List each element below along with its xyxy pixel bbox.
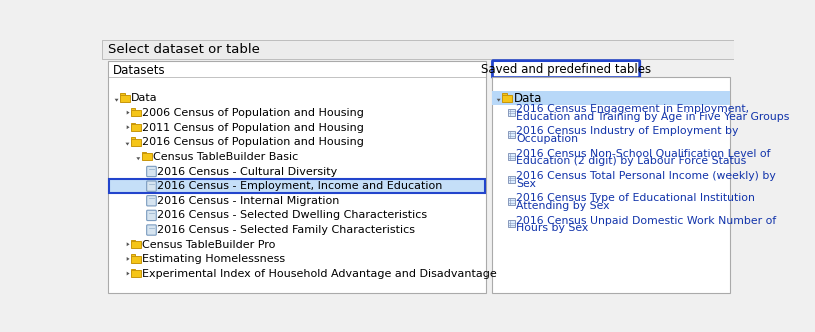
Bar bbox=[142, 153, 152, 160]
Bar bbox=[142, 152, 147, 154]
Text: 2016 Census - Employment, Income and Education: 2016 Census - Employment, Income and Edu… bbox=[157, 181, 443, 191]
Text: 2016 Census Non-School Qualification Level of: 2016 Census Non-School Qualification Lev… bbox=[517, 149, 771, 159]
Polygon shape bbox=[126, 143, 130, 145]
Bar bbox=[131, 271, 141, 277]
Bar bbox=[508, 153, 514, 160]
Bar bbox=[131, 137, 135, 139]
Text: 2011 Census of Population and Housing: 2011 Census of Population and Housing bbox=[142, 123, 364, 132]
Bar bbox=[131, 240, 135, 242]
Polygon shape bbox=[126, 242, 130, 246]
Bar bbox=[120, 93, 125, 96]
Text: Education and Training by Age in Five Year Groups: Education and Training by Age in Five Ye… bbox=[517, 112, 790, 122]
Polygon shape bbox=[126, 257, 130, 261]
Bar bbox=[109, 179, 485, 193]
Text: 2016 Census of Population and Housing: 2016 Census of Population and Housing bbox=[142, 137, 364, 147]
Bar bbox=[120, 95, 130, 102]
Bar bbox=[131, 123, 135, 125]
Bar bbox=[131, 110, 141, 117]
Text: 2016 Census Engagement in Employment,: 2016 Census Engagement in Employment, bbox=[517, 104, 750, 114]
Text: Attending by Sex: Attending by Sex bbox=[517, 201, 610, 211]
Bar bbox=[502, 93, 507, 96]
FancyBboxPatch shape bbox=[147, 210, 156, 220]
Bar bbox=[131, 139, 141, 146]
Text: Datasets: Datasets bbox=[112, 64, 165, 77]
Text: Data: Data bbox=[513, 92, 542, 105]
Bar bbox=[502, 95, 513, 102]
Bar bbox=[131, 254, 135, 257]
Text: 2016 Census - Selected Family Characteristics: 2016 Census - Selected Family Characteri… bbox=[157, 225, 415, 235]
FancyBboxPatch shape bbox=[147, 196, 156, 206]
Bar bbox=[508, 198, 514, 205]
FancyBboxPatch shape bbox=[147, 181, 156, 191]
Text: Data: Data bbox=[131, 93, 158, 103]
Text: Census TableBuilder Pro: Census TableBuilder Pro bbox=[142, 240, 275, 250]
Polygon shape bbox=[115, 99, 118, 102]
Text: 2016 Census Total Personal Income (weekly) by: 2016 Census Total Personal Income (weekl… bbox=[517, 171, 776, 181]
Text: Census TableBuilder Basic: Census TableBuilder Basic bbox=[153, 152, 298, 162]
Polygon shape bbox=[126, 111, 130, 115]
Polygon shape bbox=[126, 272, 130, 276]
Text: 2016 Census Unpaid Domestic Work Number of: 2016 Census Unpaid Domestic Work Number … bbox=[517, 216, 777, 226]
Text: 2016 Census Type of Educational Institution: 2016 Census Type of Educational Institut… bbox=[517, 194, 756, 204]
Text: Saved and predefined tables: Saved and predefined tables bbox=[481, 63, 651, 76]
Bar bbox=[492, 91, 729, 105]
Bar bbox=[508, 176, 514, 183]
Bar bbox=[131, 241, 141, 248]
Bar bbox=[131, 256, 141, 263]
Text: 2016 Census - Selected Dwelling Characteristics: 2016 Census - Selected Dwelling Characte… bbox=[157, 210, 427, 220]
Text: Select dataset or table: Select dataset or table bbox=[108, 43, 260, 56]
FancyBboxPatch shape bbox=[492, 61, 640, 78]
Bar bbox=[108, 61, 486, 293]
Bar bbox=[102, 40, 734, 59]
Bar bbox=[508, 220, 514, 227]
Bar bbox=[131, 124, 141, 131]
Bar bbox=[131, 269, 135, 271]
Text: 2016 Census - Cultural Diversity: 2016 Census - Cultural Diversity bbox=[157, 167, 337, 177]
Text: Occupation: Occupation bbox=[517, 134, 579, 144]
Text: Experimental Index of Household Advantage and Disadvantage: Experimental Index of Household Advantag… bbox=[142, 269, 497, 279]
Polygon shape bbox=[496, 99, 500, 102]
Bar bbox=[508, 109, 514, 116]
Text: Hours by Sex: Hours by Sex bbox=[517, 223, 588, 233]
Bar bbox=[491, 77, 730, 293]
Text: Education (2 digit) by Labour Force Status: Education (2 digit) by Labour Force Stat… bbox=[517, 156, 747, 167]
Text: 2006 Census of Population and Housing: 2006 Census of Population and Housing bbox=[142, 108, 364, 118]
Bar bbox=[131, 108, 135, 110]
Polygon shape bbox=[136, 157, 140, 160]
FancyBboxPatch shape bbox=[147, 166, 156, 177]
FancyBboxPatch shape bbox=[147, 225, 156, 235]
Text: Estimating Homelessness: Estimating Homelessness bbox=[142, 254, 285, 264]
Text: 2016 Census - Internal Migration: 2016 Census - Internal Migration bbox=[157, 196, 339, 206]
Polygon shape bbox=[126, 125, 130, 129]
Bar bbox=[508, 131, 514, 138]
Text: 2016 Census Industry of Employment by: 2016 Census Industry of Employment by bbox=[517, 126, 739, 136]
Text: Sex: Sex bbox=[517, 179, 536, 189]
